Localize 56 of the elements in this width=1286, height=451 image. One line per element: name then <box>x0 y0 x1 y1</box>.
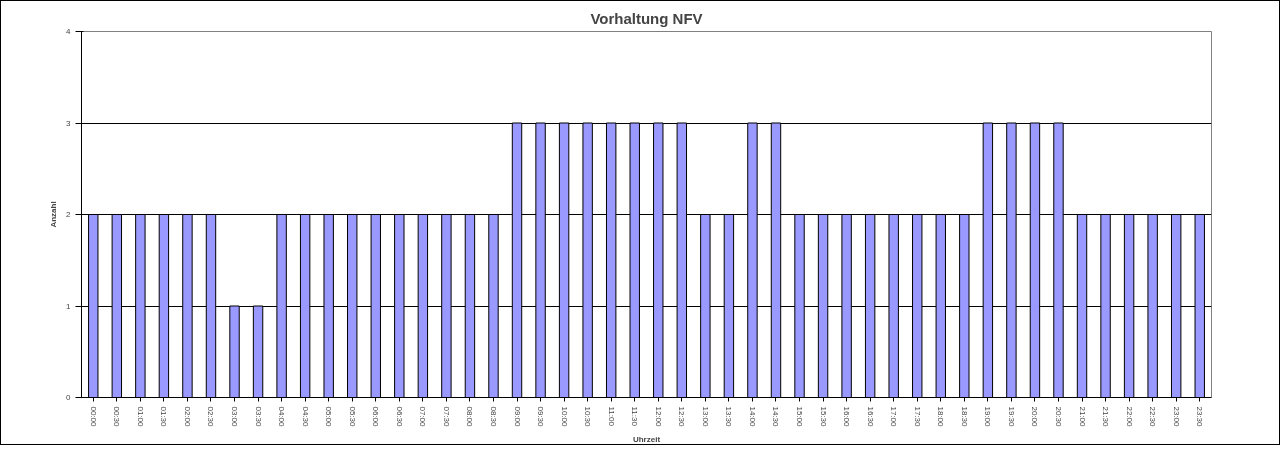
x-tick-label: 00:00 <box>88 406 98 428</box>
x-tick-label: 18:30 <box>959 406 969 428</box>
x-tick-label: 13:30 <box>724 406 734 428</box>
x-tick-label: 14:00 <box>747 406 757 428</box>
x-tick-label: 20:30 <box>1053 406 1063 428</box>
chart-title: Vorhaltung NFV <box>590 9 703 27</box>
x-tick-label: 11:00 <box>606 406 616 427</box>
x-tick-label: 23:30 <box>1195 406 1205 428</box>
x-tick-label: 12:30 <box>677 406 687 428</box>
x-tick-label: 03:30 <box>253 406 263 428</box>
x-tick-label: 09:00 <box>512 406 522 428</box>
x-tick-label: 17:30 <box>912 406 922 428</box>
x-tick-label: 23:00 <box>1171 406 1181 428</box>
x-tick-label: 04:00 <box>277 406 287 428</box>
x-tick-label: 13:00 <box>700 406 710 428</box>
x-tick-label: 07:30 <box>441 406 451 428</box>
x-tick-label: 18:00 <box>936 406 946 428</box>
x-tick-label: 21:00 <box>1077 406 1087 428</box>
x-axis-title: Uhrzeit <box>632 434 661 444</box>
x-tick-label: 15:30 <box>818 406 828 428</box>
x-tick-label: 10:00 <box>559 406 569 428</box>
x-tick-label: 10:30 <box>583 406 593 428</box>
x-tick-label: 19:00 <box>983 406 993 428</box>
x-tick-label: 21:30 <box>1101 406 1111 428</box>
x-tick-label: 05:00 <box>324 406 334 428</box>
x-tick-label: 15:00 <box>795 406 805 428</box>
x-tick-label: 16:00 <box>842 406 852 428</box>
x-tick-label: 22:00 <box>1124 406 1134 428</box>
x-tick-label: 06:00 <box>371 406 381 428</box>
y-tick-label: 0 <box>66 393 72 402</box>
x-tick-label: 20:00 <box>1030 406 1040 428</box>
x-tick-label: 01:00 <box>135 406 145 428</box>
x-tick-label: 12:00 <box>653 406 663 428</box>
y-tick-label: 3 <box>66 118 72 128</box>
x-tick-label: 06:30 <box>394 406 404 428</box>
x-tick-label: 02:00 <box>182 406 192 428</box>
y-tick-label: 1 <box>66 301 72 311</box>
x-tick-label: 08:30 <box>488 406 498 428</box>
x-tick-label: 03:00 <box>230 406 240 428</box>
x-tick-label: 00:30 <box>112 406 122 428</box>
x-tick-label: 22:30 <box>1148 406 1158 428</box>
x-tick-label: 16:30 <box>865 406 875 428</box>
x-tick-label: 02:30 <box>206 406 216 428</box>
x-tick-label: 14:30 <box>771 406 781 428</box>
x-tick-label: 09:30 <box>536 406 546 428</box>
x-tick-label: 19:30 <box>1006 406 1016 428</box>
y-axis-title: Anzahl <box>49 201 59 228</box>
x-tick-label: 17:00 <box>889 406 899 428</box>
x-tick-label: 04:30 <box>300 406 310 428</box>
x-tick-label: 08:00 <box>465 406 475 428</box>
y-tick-label: 2 <box>66 210 72 219</box>
x-tick-label: 01:30 <box>159 406 169 428</box>
y-tick-label: 4 <box>66 27 72 36</box>
x-tick-label: 11:30 <box>630 406 640 427</box>
x-tick-label: 05:30 <box>347 406 357 428</box>
x-tick-label: 07:00 <box>418 406 428 428</box>
